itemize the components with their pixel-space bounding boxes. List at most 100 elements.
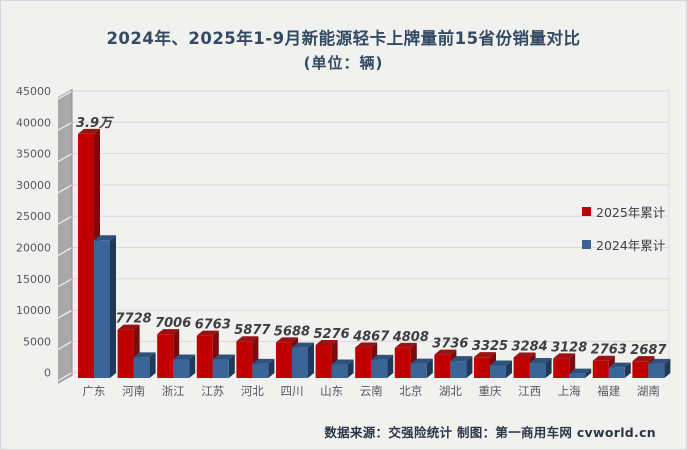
- bar-2024-浙江-front: [173, 359, 190, 378]
- value-label: 4867: [352, 330, 390, 345]
- value-label: 5877: [234, 323, 271, 338]
- bar-2024-福建: [608, 362, 631, 378]
- bar-2024-河北-side: [268, 358, 275, 378]
- legend-swatch: [582, 240, 591, 249]
- y-axis-tick-label: 30000: [16, 179, 51, 192]
- bar-2024-四川-side: [308, 342, 314, 378]
- bar-2024-河南: [133, 352, 156, 378]
- bar-2025-重庆: [474, 352, 496, 378]
- bar-2024-云南-front: [371, 359, 388, 378]
- value-label: 3.9万: [76, 116, 115, 131]
- bar-2025-北京-front: [394, 347, 411, 378]
- bar-2024-上海-top: [569, 368, 592, 374]
- legend-swatch: [582, 207, 591, 216]
- bar-2024-北京-top: [410, 358, 433, 364]
- value-label: 7006: [155, 316, 191, 331]
- y-axis-tick-label: 35000: [16, 148, 51, 161]
- bar-2024-福建-top: [608, 362, 631, 368]
- bar-2025-山东-top: [315, 339, 338, 345]
- source-credit: 数据来源：交强险统计 制图：第一商用车网 cvworld.cn: [324, 425, 656, 440]
- bar-2025-浙江-front: [157, 334, 174, 378]
- value-label: 3736: [432, 337, 468, 352]
- bar-2024-山东-top: [331, 359, 354, 365]
- x-axis-label: 河北: [241, 384, 264, 398]
- bar-2024-江苏: [212, 354, 235, 378]
- axis-wall-tick: [57, 152, 73, 163]
- bar-2024-山东: [331, 359, 354, 378]
- bar-2024-广东: [94, 235, 116, 378]
- bar-2024-江西-front: [529, 362, 546, 378]
- bar-2025-广东-front: [78, 133, 94, 378]
- value-label: 5688: [274, 324, 310, 339]
- axis-wall-tick: [57, 246, 73, 257]
- axis-wall-tick: [57, 372, 73, 382]
- bar-2024-山东-side: [347, 359, 354, 378]
- bar-2024-广东-top: [94, 235, 116, 241]
- bar-2025-河南-top: [117, 324, 140, 330]
- axis-wall-tick: [57, 309, 73, 319]
- bar-2024-江苏-front: [212, 359, 229, 378]
- x-axis-label: 重庆: [479, 384, 502, 398]
- y-axis-tick-label: 40000: [16, 116, 51, 129]
- bar-2025-四川-top: [276, 337, 298, 343]
- bar-2024-上海-front: [569, 373, 586, 378]
- bar-2024-湖南: [648, 358, 671, 378]
- bar-2024-北京-front: [410, 363, 427, 378]
- x-axis-label: 上海: [558, 384, 581, 398]
- bar-2025-河北-front: [236, 341, 253, 378]
- bar-2024-湖南-top: [648, 358, 671, 364]
- bar-2024-云南-side: [387, 354, 394, 378]
- bar-2024-四川: [292, 342, 314, 378]
- bar-2024-重庆-side: [506, 360, 512, 378]
- legend-item-1: 2024年累计: [582, 237, 665, 253]
- bar-2024-浙江-top: [173, 354, 196, 360]
- x-axis-label: 湖北: [439, 384, 462, 398]
- bar-2024-湖南-side: [664, 358, 671, 378]
- bar-2025-江西-top: [513, 352, 536, 358]
- bar-2024-湖北: [450, 356, 473, 378]
- value-label: 7728: [116, 312, 152, 327]
- bar-2024-广东-side: [110, 235, 116, 378]
- axis-wall-tick: [57, 121, 73, 131]
- bar-2024-河南-side: [149, 352, 156, 378]
- y-axis-tick-label: 25000: [16, 210, 51, 223]
- bar-2025-福建-top: [592, 355, 615, 361]
- bar-2024-河南-front: [133, 357, 150, 378]
- bar-2024-江苏-side: [228, 354, 235, 378]
- bar-2024-云南: [371, 354, 394, 378]
- legend-label: 2025年累计: [596, 205, 666, 220]
- value-label: 3128: [551, 340, 587, 355]
- bar-2025-上海-front: [553, 358, 570, 378]
- x-axis-label: 山东: [320, 384, 343, 398]
- bar-2024-河北-top: [252, 358, 275, 364]
- bar-2024-河南-top: [133, 352, 156, 358]
- bar-2024-河北: [252, 358, 275, 378]
- bar-2024-四川-front: [292, 347, 308, 378]
- bar-2025-重庆-top: [474, 352, 496, 358]
- value-label: 4808: [392, 330, 429, 345]
- x-axis-label: 北京: [399, 384, 422, 398]
- y-axis-tick-label: 45000: [16, 85, 51, 98]
- value-label: 3325: [472, 339, 508, 354]
- axis-wall-tick: [57, 90, 73, 100]
- bar-2025-云南-front: [355, 347, 372, 378]
- x-axis-label: 福建: [597, 384, 620, 398]
- bar-2025-浙江-top: [157, 329, 180, 335]
- bar-2024-上海-side: [585, 368, 592, 378]
- bar-2024-湖北-top: [450, 356, 473, 362]
- bar-2024-湖北-front: [450, 361, 467, 378]
- bar-2024-湖南-front: [648, 363, 665, 378]
- y-axis-tick-label: 0: [44, 367, 51, 380]
- x-axis-label: 湖南: [637, 384, 660, 398]
- bar-2025-上海-top: [553, 353, 576, 359]
- bar-2025-重庆-front: [474, 357, 490, 378]
- bar-2025-四川-front: [276, 342, 292, 378]
- y-axis-tick-label: 10000: [16, 304, 51, 317]
- x-axis-label: 四川: [281, 384, 304, 398]
- x-axis-label: 江苏: [201, 384, 224, 398]
- chart-title-block: 2024年、2025年1-9月新能源轻卡上牌量前15省份销量对比 (单位：辆): [1, 25, 686, 73]
- bar-2024-上海: [569, 368, 592, 378]
- x-axis-label: 云南: [360, 384, 383, 398]
